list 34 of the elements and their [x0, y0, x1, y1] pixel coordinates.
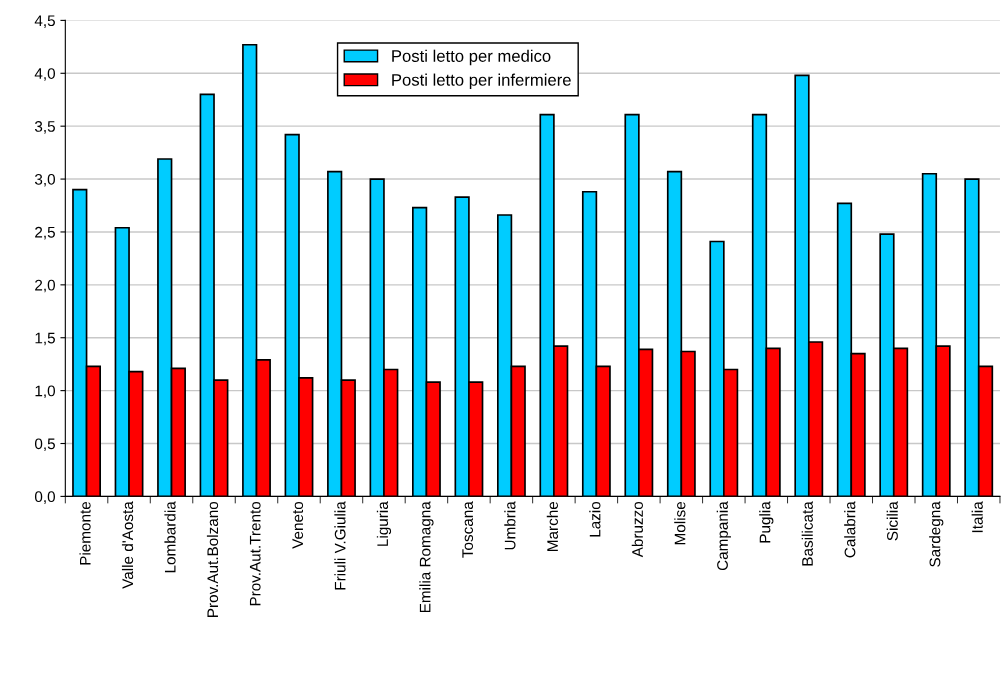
- x-tick-label: Umbria: [504, 501, 516, 550]
- x-tick-label: Puglia: [759, 501, 774, 543]
- y-tick-label: 3,5: [34, 121, 55, 134]
- x-tick-label: Lazio: [589, 501, 601, 537]
- x-tick-label: Abruzzo: [631, 501, 643, 558]
- x-tick-label: Calabria: [844, 501, 856, 558]
- y-tick-label: 0,5: [34, 438, 55, 451]
- x-tick-label: Sicilia: [886, 501, 898, 541]
- y-tick-label: 4,0: [34, 68, 56, 81]
- x-tick-label: Friuli V.Giulia: [334, 501, 346, 590]
- y-tick-label: 3,0: [34, 173, 56, 187]
- x-tick-label: Veneto: [292, 501, 304, 549]
- x-tick-label: Basilicata: [801, 501, 813, 566]
- x-tick-label: Emilia Romagna: [419, 501, 434, 613]
- x-tick-label: Marche: [546, 501, 558, 551]
- y-tick-label: 2,5: [35, 226, 55, 240]
- x-tick-label: Liguria: [376, 501, 392, 546]
- x-tick-label: Campania: [716, 501, 731, 571]
- x-tick-label: Toscana: [462, 501, 474, 558]
- x-tick-label: Prov.Aut.Bolzano: [206, 501, 219, 617]
- y-tick-label: 1,0: [35, 385, 56, 399]
- x-tick-label: Sardegna: [929, 501, 944, 567]
- x-tick-label: Lombardia: [164, 501, 176, 573]
- x-tick-label: Valle d'Aosta: [121, 501, 134, 589]
- x-tick-label: Italia: [971, 501, 983, 533]
- x-tick-label: Molise: [674, 501, 686, 545]
- y-tick-label: 1,5: [35, 332, 55, 346]
- y-tick-label: 0,0: [34, 491, 56, 504]
- legend-label: Posti letto per infermiere: [392, 73, 571, 90]
- y-tick-label: 4,5: [34, 15, 55, 28]
- x-tick-label: Prov.Aut.Trento: [249, 501, 261, 606]
- y-tick-label: 2,0: [35, 279, 56, 293]
- legend-label: Posti letto per medico: [392, 49, 551, 66]
- x-tick-label: Piemonte: [79, 501, 91, 565]
